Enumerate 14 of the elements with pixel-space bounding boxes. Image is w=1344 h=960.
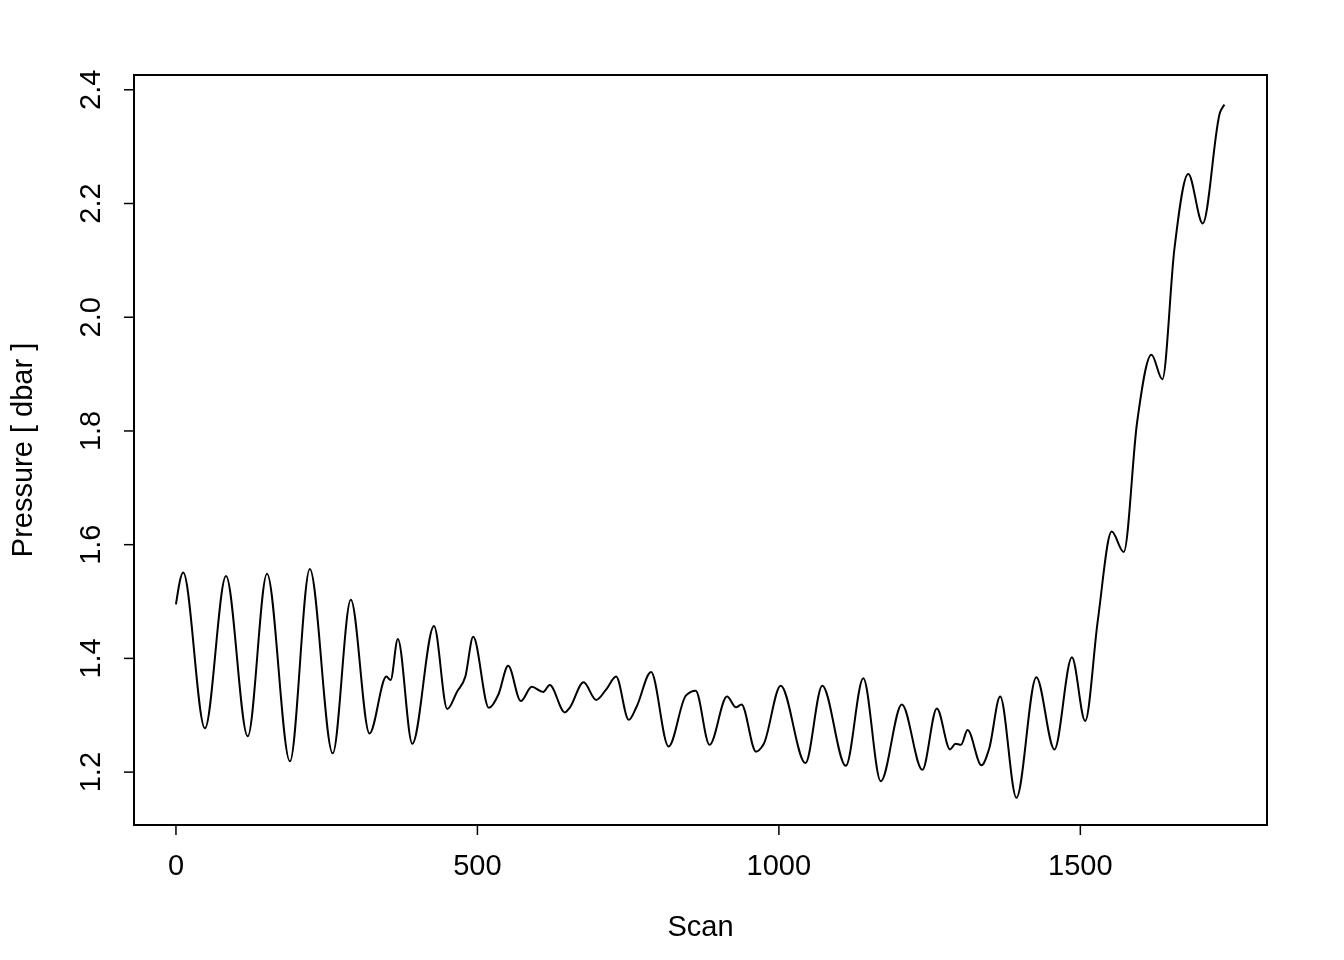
y-axis-title: Pressure [ dbar ] bbox=[6, 342, 39, 558]
x-tick-label: 1000 bbox=[746, 849, 812, 881]
line-series bbox=[174, 103, 1226, 799]
y-tick-label: 2.2 bbox=[74, 183, 106, 224]
y-tick-label: 1.4 bbox=[74, 638, 106, 679]
y-tick-label: 1.2 bbox=[74, 751, 106, 793]
y-tick-label: 2.0 bbox=[74, 297, 106, 338]
x-tick-label: 500 bbox=[453, 849, 502, 881]
x-axis-title: Scan bbox=[667, 910, 734, 942]
y-tick-label: 1.6 bbox=[74, 524, 106, 565]
x-tick-label: 1500 bbox=[1048, 849, 1113, 881]
x-tick-label: 0 bbox=[167, 849, 185, 881]
y-tick-label: 2.4 bbox=[74, 69, 106, 110]
y-tick-label: 1.8 bbox=[74, 410, 106, 452]
